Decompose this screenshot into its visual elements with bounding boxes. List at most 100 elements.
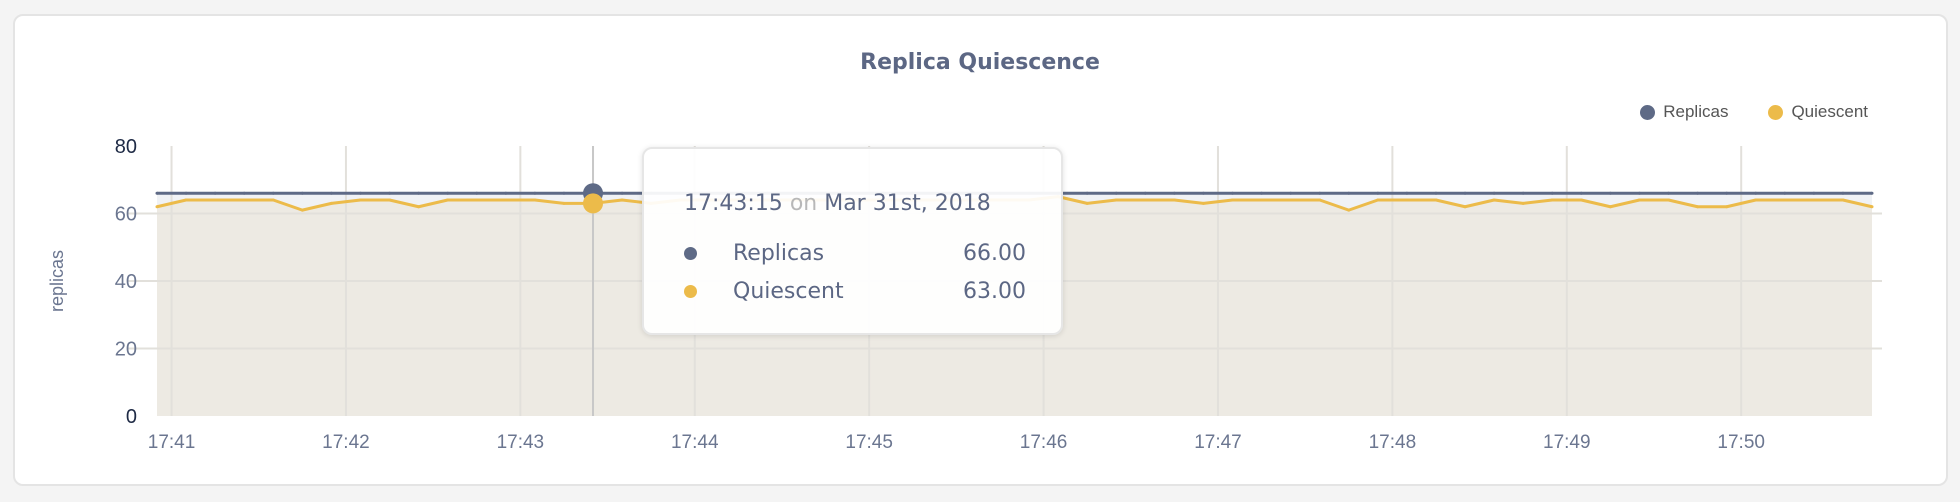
data-point [562,201,566,205]
data-point [1318,198,1322,202]
tooltip-value: 66.00 [963,241,1026,266]
legend: Replicas Quiescent [1640,102,1868,122]
data-point [1376,191,1380,195]
x-tick-label: 17:50 [1717,432,1765,453]
data-point [1434,198,1438,202]
data-point [1725,205,1729,209]
chart-title: Replica Quiescence [860,50,1100,75]
data-point [1550,191,1554,195]
x-tick-label: 17:46 [1020,432,1068,453]
data-point [184,198,188,202]
data-point [1608,205,1612,209]
tooltip-label: Replicas [733,241,825,266]
data-point [1405,191,1409,195]
y-tick-label: 0 [126,406,137,428]
data-point [1579,198,1583,202]
data-point [1318,191,1322,195]
data-point [155,191,159,195]
data-point [1492,198,1496,202]
data-point [388,198,392,202]
data-point [1463,191,1467,195]
data-point [1114,191,1118,195]
data-point [1812,191,1816,195]
data-point [1754,198,1758,202]
data-point [271,191,275,195]
tooltip: 17:43:15 on Mar 31st, 2018 Replicas 66.0… [642,147,1063,335]
x-tick-label: 17:47 [1194,432,1242,453]
tooltip-row-quiescent: Quiescent 63.00 [684,279,1026,304]
legend-label: Replicas [1663,102,1729,121]
data-point [620,191,624,195]
data-point [504,198,508,202]
data-point [1114,198,1118,202]
data-point [1143,198,1147,202]
data-point [1492,191,1496,195]
data-point [475,198,479,202]
data-point [1870,205,1874,209]
data-point [1667,191,1671,195]
y-tick-label: 40 [115,271,137,293]
x-tick-label: 17:45 [845,432,893,453]
data-point [1289,198,1293,202]
tooltip-timestamp: 17:43:15 on Mar 31st, 2018 [684,191,991,216]
data-point [1667,198,1671,202]
data-point [1870,191,1874,195]
data-point [620,198,624,202]
data-point [1405,198,1409,202]
series-dot-icon [684,247,697,260]
y-tick-label: 60 [115,204,137,226]
data-point [213,191,217,195]
data-point [1347,191,1351,195]
data-point [1260,191,1264,195]
data-point [417,205,421,209]
data-point [213,198,217,202]
data-point [1783,191,1787,195]
data-point [1725,191,1729,195]
y-tick-label: 20 [115,339,137,361]
data-point [242,198,246,202]
data-point [155,205,159,209]
tooltip-label: Quiescent [733,279,844,304]
legend-item-quiescent[interactable]: Quiescent [1768,102,1868,122]
data-point [1637,198,1641,202]
tooltip-time: 17:43:15 [684,191,783,216]
data-point [1085,191,1089,195]
tooltip-date: Mar 31st, 2018 [824,191,991,216]
series-dot-icon [684,285,697,298]
data-point [1754,191,1758,195]
data-point [1550,198,1554,202]
data-point [242,191,246,195]
data-point [300,191,304,195]
legend-item-replicas[interactable]: Replicas [1640,102,1728,122]
y-tick-label: 80 [115,136,137,158]
data-point [475,191,479,195]
data-point [1637,191,1641,195]
data-point [329,201,333,205]
data-point [1812,198,1816,202]
data-point [417,191,421,195]
data-point [1783,198,1787,202]
data-point [358,198,362,202]
data-point [358,191,362,195]
data-point [562,191,566,195]
data-point [1376,198,1380,202]
data-point [1143,191,1147,195]
data-point [504,191,508,195]
x-tick-label: 17:41 [148,432,196,453]
data-point [1347,208,1351,212]
hover-point [583,193,604,214]
data-point [1608,191,1612,195]
data-point [1696,205,1700,209]
data-point [1841,191,1845,195]
tooltip-on: on [789,191,818,216]
data-point [1172,198,1176,202]
x-tick-label: 17:44 [671,432,719,453]
data-point [1172,191,1176,195]
data-point [446,198,450,202]
y-axis-label: replicas [47,250,67,312]
x-tick-label: 17:42 [322,432,370,453]
data-point [1085,201,1089,205]
data-point [1463,205,1467,209]
data-point [1434,191,1438,195]
data-point [271,198,275,202]
